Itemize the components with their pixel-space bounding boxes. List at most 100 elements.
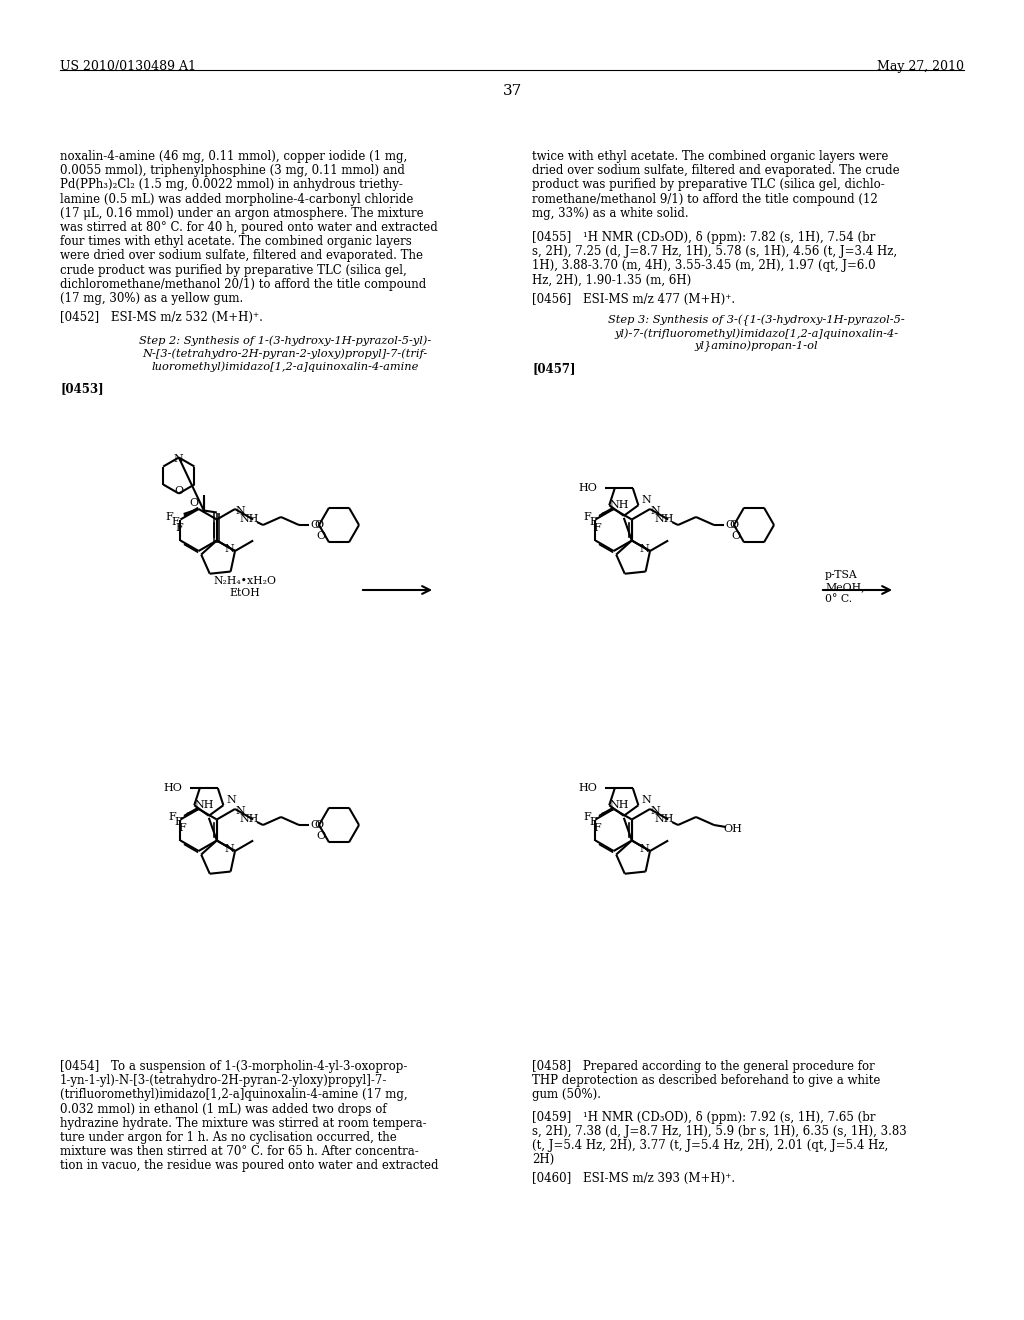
Text: F: F — [584, 812, 592, 822]
Text: O: O — [174, 487, 183, 496]
Text: Step 2: Synthesis of 1-(3-hydroxy-1H-pyrazol-5-yl)-: Step 2: Synthesis of 1-(3-hydroxy-1H-pyr… — [139, 335, 431, 346]
Text: NH: NH — [240, 513, 259, 524]
Text: (17 μL, 0.16 mmol) under an argon atmosphere. The mixture: (17 μL, 0.16 mmol) under an argon atmosp… — [60, 207, 424, 220]
Text: HO: HO — [578, 783, 597, 793]
Text: 0° C.: 0° C. — [825, 594, 852, 605]
Text: O: O — [314, 520, 324, 531]
Text: MeOH,: MeOH, — [825, 582, 864, 591]
Text: [0455] ¹H NMR (CD₃OD), δ (ppm): 7.82 (s, 1H), 7.54 (br: [0455] ¹H NMR (CD₃OD), δ (ppm): 7.82 (s,… — [532, 231, 876, 244]
Text: 37: 37 — [503, 84, 521, 98]
Text: F: F — [176, 523, 183, 533]
Text: O: O — [310, 820, 319, 830]
Text: [0457]: [0457] — [532, 362, 575, 375]
Text: 2H): 2H) — [532, 1154, 554, 1166]
Text: s, 2H), 7.25 (d, J=8.7 Hz, 1H), 5.78 (s, 1H), 4.56 (t, J=3.4 Hz,: s, 2H), 7.25 (d, J=8.7 Hz, 1H), 5.78 (s,… — [532, 246, 897, 259]
Text: N: N — [236, 807, 245, 816]
Text: F: F — [169, 812, 176, 822]
Text: [0456] ESI-MS m/z 477 (M+H)⁺.: [0456] ESI-MS m/z 477 (M+H)⁺. — [532, 293, 735, 306]
Text: yl}amino)propan-1-ol: yl}amino)propan-1-ol — [694, 341, 818, 352]
Text: four times with ethyl acetate. The combined organic layers: four times with ethyl acetate. The combi… — [60, 235, 412, 248]
Text: EtOH: EtOH — [229, 587, 260, 598]
Text: N: N — [174, 454, 183, 465]
Text: mg, 33%) as a white solid.: mg, 33%) as a white solid. — [532, 207, 688, 220]
Text: gum (50%).: gum (50%). — [532, 1089, 601, 1101]
Text: F: F — [594, 822, 601, 833]
Text: [0459] ¹H NMR (CD₃OD), δ (ppm): 7.92 (s, 1H), 7.65 (br: [0459] ¹H NMR (CD₃OD), δ (ppm): 7.92 (s,… — [532, 1110, 876, 1123]
Text: F: F — [590, 517, 597, 527]
Text: [0453]: [0453] — [60, 383, 103, 396]
Text: NH: NH — [609, 500, 629, 511]
Text: HO: HO — [163, 783, 182, 793]
Text: N: N — [650, 807, 659, 816]
Text: F: F — [175, 817, 182, 828]
Text: noxalin-4-amine (46 mg, 0.11 mmol), copper iodide (1 mg,: noxalin-4-amine (46 mg, 0.11 mmol), copp… — [60, 150, 408, 162]
Text: (17 mg, 30%) as a yellow gum.: (17 mg, 30%) as a yellow gum. — [60, 292, 244, 305]
Text: N: N — [639, 544, 649, 554]
Text: O: O — [316, 532, 326, 541]
Text: O: O — [729, 520, 738, 531]
Text: NH: NH — [195, 800, 214, 810]
Text: was stirred at 80° C. for 40 h, poured onto water and extracted: was stirred at 80° C. for 40 h, poured o… — [60, 220, 437, 234]
Text: F: F — [584, 512, 592, 521]
Text: N: N — [236, 506, 245, 516]
Text: O: O — [731, 532, 740, 541]
Text: were dried over sodium sulfate, filtered and evaporated. The: were dried over sodium sulfate, filtered… — [60, 249, 423, 263]
Text: N: N — [224, 544, 233, 554]
Text: N: N — [224, 843, 233, 854]
Text: Pd(PPh₃)₂Cl₂ (1.5 mg, 0.0022 mmol) in anhydrous triethy-: Pd(PPh₃)₂Cl₂ (1.5 mg, 0.0022 mmol) in an… — [60, 178, 402, 191]
Text: N-[3-(tetrahydro-2H-pyran-2-yloxy)propyl]-7-(trif-: N-[3-(tetrahydro-2H-pyran-2-yloxy)propyl… — [142, 348, 428, 359]
Text: product was purified by preparative TLC (silica gel, dichlo-: product was purified by preparative TLC … — [532, 178, 885, 191]
Text: O: O — [314, 820, 324, 830]
Text: yl)-7-(trifluoromethyl)imidazo[1,2-a]quinoxalin-4-: yl)-7-(trifluoromethyl)imidazo[1,2-a]qui… — [614, 327, 898, 338]
Text: O: O — [310, 520, 319, 531]
Text: F: F — [590, 817, 597, 828]
Text: (trifluoromethyl)imidazo[1,2-a]quinoxalin-4-amine (17 mg,: (trifluoromethyl)imidazo[1,2-a]quinoxali… — [60, 1089, 408, 1101]
Text: US 2010/0130489 A1: US 2010/0130489 A1 — [60, 59, 196, 73]
Text: mixture was then stirred at 70° C. for 65 h. After concentra-: mixture was then stirred at 70° C. for 6… — [60, 1146, 419, 1158]
Text: twice with ethyl acetate. The combined organic layers were: twice with ethyl acetate. The combined o… — [532, 150, 889, 162]
Text: 0.032 mmol) in ethanol (1 mL) was added two drops of: 0.032 mmol) in ethanol (1 mL) was added … — [60, 1102, 387, 1115]
Text: [0460] ESI-MS m/z 393 (M+H)⁺.: [0460] ESI-MS m/z 393 (M+H)⁺. — [532, 1172, 735, 1185]
Text: Hz, 2H), 1.90-1.35 (m, 6H): Hz, 2H), 1.90-1.35 (m, 6H) — [532, 273, 691, 286]
Text: romethane/methanol 9/1) to afford the title compound (12: romethane/methanol 9/1) to afford the ti… — [532, 193, 878, 206]
Text: ture under argon for 1 h. As no cyclisation occurred, the: ture under argon for 1 h. As no cyclisat… — [60, 1131, 396, 1144]
Text: NH: NH — [654, 513, 674, 524]
Text: May 27, 2010: May 27, 2010 — [877, 59, 964, 73]
Text: O: O — [725, 520, 734, 531]
Text: p-TSA: p-TSA — [825, 570, 858, 579]
Text: [0458] Prepared according to the general procedure for: [0458] Prepared according to the general… — [532, 1060, 874, 1073]
Text: tion in vacuo, the residue was poured onto water and extracted: tion in vacuo, the residue was poured on… — [60, 1159, 438, 1172]
Text: HO: HO — [578, 483, 597, 494]
Text: s, 2H), 7.38 (d, J=8.7 Hz, 1H), 5.9 (br s, 1H), 6.35 (s, 1H), 3.83: s, 2H), 7.38 (d, J=8.7 Hz, 1H), 5.9 (br … — [532, 1125, 906, 1138]
Text: O: O — [316, 832, 326, 841]
Text: hydrazine hydrate. The mixture was stirred at room tempera-: hydrazine hydrate. The mixture was stirr… — [60, 1117, 427, 1130]
Text: F: F — [179, 822, 186, 833]
Text: 1H), 3.88-3.70 (m, 4H), 3.55-3.45 (m, 2H), 1.97 (qt, J=6.0: 1H), 3.88-3.70 (m, 4H), 3.55-3.45 (m, 2H… — [532, 260, 876, 272]
Text: NH: NH — [609, 800, 629, 810]
Text: NH: NH — [654, 814, 674, 824]
Text: N: N — [226, 795, 237, 805]
Text: dichloromethane/methanol 20/1) to afford the title compound: dichloromethane/methanol 20/1) to afford… — [60, 277, 426, 290]
Text: F: F — [172, 517, 179, 527]
Text: O: O — [189, 498, 199, 507]
Text: F: F — [166, 512, 173, 521]
Text: [0454] To a suspension of 1-(3-morpholin-4-yl-3-oxoprop-: [0454] To a suspension of 1-(3-morpholin… — [60, 1060, 408, 1073]
Text: N: N — [641, 495, 651, 506]
Text: N₂H₄•xH₂O: N₂H₄•xH₂O — [213, 576, 276, 586]
Text: NH: NH — [240, 814, 259, 824]
Text: OH: OH — [724, 824, 742, 834]
Text: N: N — [639, 843, 649, 854]
Text: F: F — [594, 523, 601, 533]
Text: dried over sodium sulfate, filtered and evaporated. The crude: dried over sodium sulfate, filtered and … — [532, 164, 900, 177]
Text: crude product was purified by preparative TLC (silica gel,: crude product was purified by preparativ… — [60, 264, 407, 277]
Text: lamine (0.5 mL) was added morpholine-4-carbonyl chloride: lamine (0.5 mL) was added morpholine-4-c… — [60, 193, 414, 206]
Text: [0452] ESI-MS m/z 532 (M+H)⁺.: [0452] ESI-MS m/z 532 (M+H)⁺. — [60, 312, 263, 325]
Text: THP deprotection as described beforehand to give a white: THP deprotection as described beforehand… — [532, 1074, 881, 1088]
Text: 0.0055 mmol), triphenylphosphine (3 mg, 0.11 mmol) and: 0.0055 mmol), triphenylphosphine (3 mg, … — [60, 164, 404, 177]
Text: (t, J=5.4 Hz, 2H), 3.77 (t, J=5.4 Hz, 2H), 2.01 (qt, J=5.4 Hz,: (t, J=5.4 Hz, 2H), 3.77 (t, J=5.4 Hz, 2H… — [532, 1139, 888, 1152]
Text: Step 3: Synthesis of 3-({1-(3-hydroxy-1H-pyrazol-5-: Step 3: Synthesis of 3-({1-(3-hydroxy-1H… — [607, 315, 904, 326]
Text: N: N — [641, 795, 651, 805]
Text: N: N — [650, 506, 659, 516]
Text: luoromethyl)imidazo[1,2-a]quinoxalin-4-amine: luoromethyl)imidazo[1,2-a]quinoxalin-4-a… — [152, 362, 419, 372]
Text: 1-yn-1-yl)-N-[3-(tetrahydro-2H-pyran-2-yloxy)propyl]-7-: 1-yn-1-yl)-N-[3-(tetrahydro-2H-pyran-2-y… — [60, 1074, 387, 1088]
